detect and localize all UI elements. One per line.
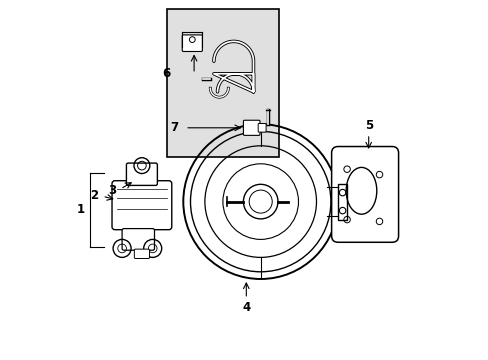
FancyBboxPatch shape (134, 249, 149, 258)
Text: 3: 3 (108, 184, 116, 197)
FancyBboxPatch shape (112, 181, 171, 230)
Text: 1: 1 (77, 203, 84, 216)
FancyBboxPatch shape (258, 123, 265, 132)
Bar (337, 184, 346, 220)
Text: 2: 2 (90, 189, 98, 202)
Text: 4: 4 (242, 301, 250, 314)
FancyBboxPatch shape (126, 163, 157, 185)
Text: 6: 6 (162, 67, 170, 80)
FancyBboxPatch shape (331, 147, 398, 242)
Bar (167, 9, 278, 157)
FancyBboxPatch shape (122, 229, 154, 250)
Text: 5: 5 (364, 119, 372, 132)
FancyBboxPatch shape (243, 120, 260, 135)
FancyBboxPatch shape (182, 35, 202, 51)
Text: 7: 7 (170, 121, 178, 134)
